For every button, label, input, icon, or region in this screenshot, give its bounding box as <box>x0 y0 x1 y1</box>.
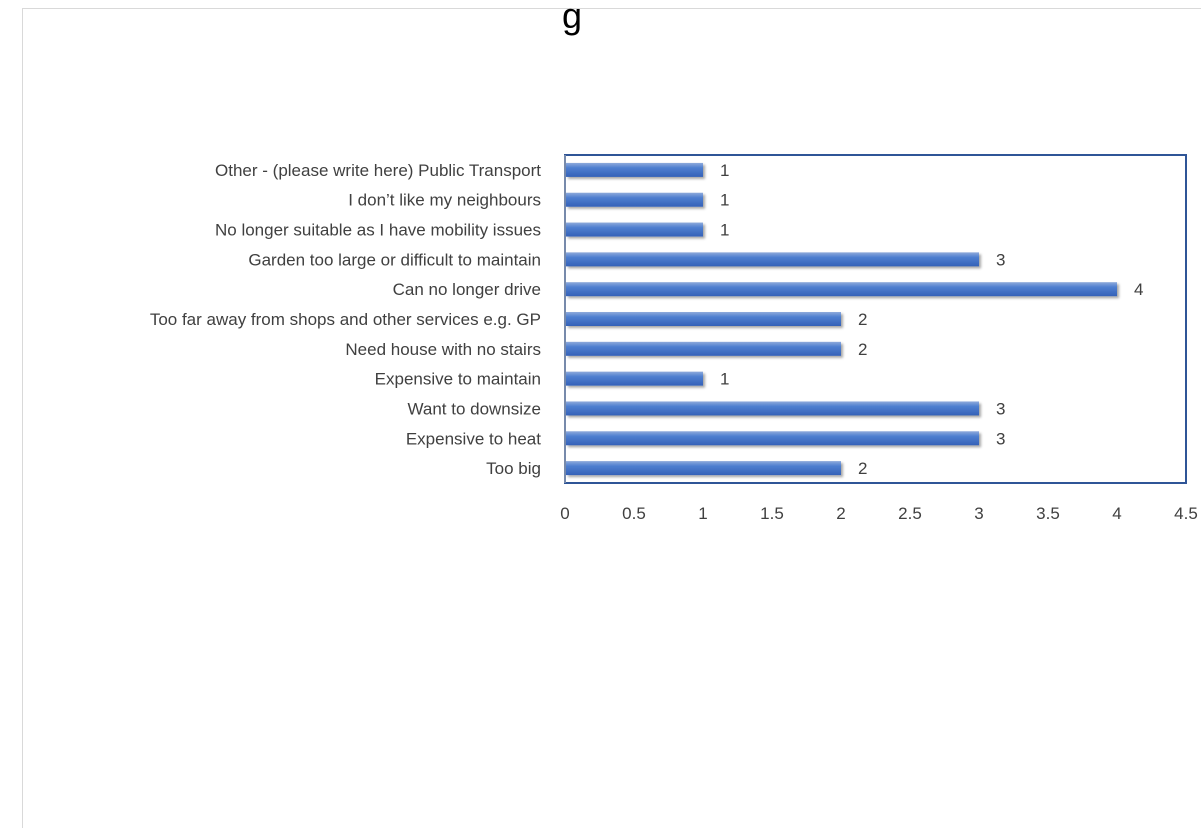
category-label: Expensive to heat <box>406 429 541 448</box>
category-label: Want to downsize <box>407 399 541 418</box>
x-tick-label: 3 <box>974 504 983 523</box>
category-label: Can no longer drive <box>393 280 541 299</box>
bar <box>566 282 1117 297</box>
data-label: 1 <box>720 191 729 210</box>
data-label: 2 <box>858 310 867 329</box>
x-tick-label: 4.5 <box>1174 504 1198 523</box>
data-label: 4 <box>1134 280 1143 299</box>
bar <box>566 431 979 446</box>
x-tick-label: 4 <box>1112 504 1121 523</box>
category-label: Too far away from shops and other servic… <box>150 310 541 329</box>
bar <box>566 312 841 326</box>
x-tick-label: 0.5 <box>622 504 646 523</box>
category-label: I don’t like my neighbours <box>348 191 541 210</box>
category-label: Expensive to maintain <box>375 370 541 389</box>
bar <box>566 222 703 237</box>
bar <box>566 401 979 416</box>
x-tick-label: 0 <box>560 504 569 523</box>
x-tick-label: 2 <box>836 504 845 523</box>
x-tick-label: 1 <box>698 504 707 523</box>
bar-chart: g Too big 2 Expensive to heat 3 Want to down… <box>150 0 1198 523</box>
data-label: 1 <box>720 161 729 180</box>
data-label: 2 <box>858 340 867 359</box>
data-label: 2 <box>858 459 867 478</box>
data-label: 3 <box>996 250 1005 269</box>
category-label: Need house with no stairs <box>345 340 541 359</box>
chart-title-fragment: g <box>562 0 582 36</box>
bar <box>566 461 841 476</box>
bar <box>566 341 841 356</box>
chart-frame <box>22 8 1201 828</box>
bar <box>566 252 979 267</box>
category-label: Too big <box>486 459 541 478</box>
category-label: Other - (please write here) Public Trans… <box>215 161 541 180</box>
category-label: No longer suitable as I have mobility is… <box>215 221 541 240</box>
x-tick-label: 2.5 <box>898 504 922 523</box>
data-label: 1 <box>720 221 729 240</box>
bar <box>566 192 703 207</box>
x-tick-label: 1.5 <box>760 504 784 523</box>
data-label: 3 <box>996 399 1005 418</box>
category-label: Garden too large or difficult to maintai… <box>248 250 541 269</box>
data-label: 1 <box>720 370 729 389</box>
bar <box>566 371 703 386</box>
bar <box>566 162 703 177</box>
data-label: 3 <box>996 429 1005 448</box>
x-tick-label: 3.5 <box>1036 504 1060 523</box>
